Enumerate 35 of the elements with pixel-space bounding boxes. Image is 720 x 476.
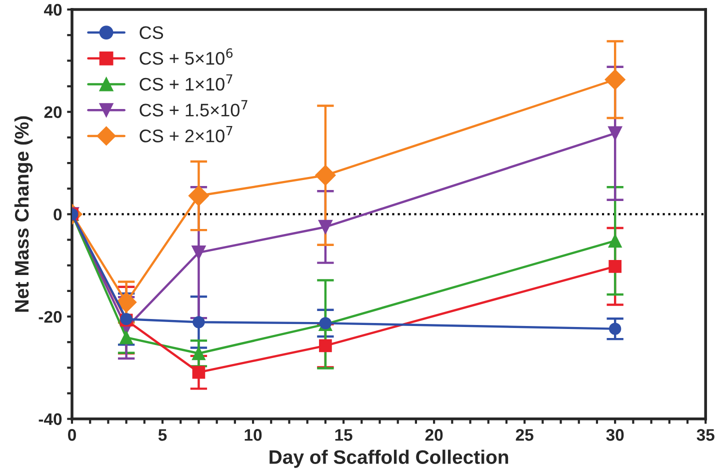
point: [192, 366, 206, 379]
point: [609, 322, 622, 335]
x-tick-label: 0: [68, 429, 76, 441]
x-tick-label: 30: [606, 429, 624, 441]
point: [608, 234, 622, 248]
y-tick-label: -20: [38, 310, 62, 323]
point: [192, 316, 205, 328]
point: [608, 260, 622, 273]
legend-label: CS + 1.5×10$^{7}$: [140, 100, 248, 116]
legend-label: CS + 2×10$^{7}$: [140, 126, 232, 142]
x-tick-label: 5: [158, 429, 167, 441]
x-tick-label: 20: [425, 429, 443, 441]
y-axis-title: Net Mass Change (%): [14, 116, 33, 312]
x-tick-label: 35: [696, 429, 714, 441]
point: [188, 185, 210, 206]
x-axis-title: Day of Scaffold Collection: [270, 450, 508, 468]
y-tick-label: 0: [54, 208, 62, 220]
point: [319, 339, 332, 352]
x-tick-label: 15: [335, 429, 352, 441]
point: [608, 126, 622, 140]
point: [120, 330, 134, 344]
y-tick-label: 20: [44, 106, 62, 118]
x-tick-label: 25: [516, 429, 534, 441]
point: [318, 220, 333, 234]
legend-label: CS + 1×10$^{7}$: [140, 74, 232, 91]
point: [315, 164, 336, 186]
y-tick-label: 40: [44, 4, 62, 16]
point: [192, 245, 206, 260]
x-tick-label: 10: [244, 429, 262, 441]
point: [192, 346, 206, 360]
point: [604, 69, 626, 90]
point: [116, 292, 137, 313]
y-tick-label: -40: [38, 413, 62, 426]
legend-label: CS: [140, 26, 164, 40]
legend-label: CS + 5×10$^{6}$: [140, 48, 233, 65]
